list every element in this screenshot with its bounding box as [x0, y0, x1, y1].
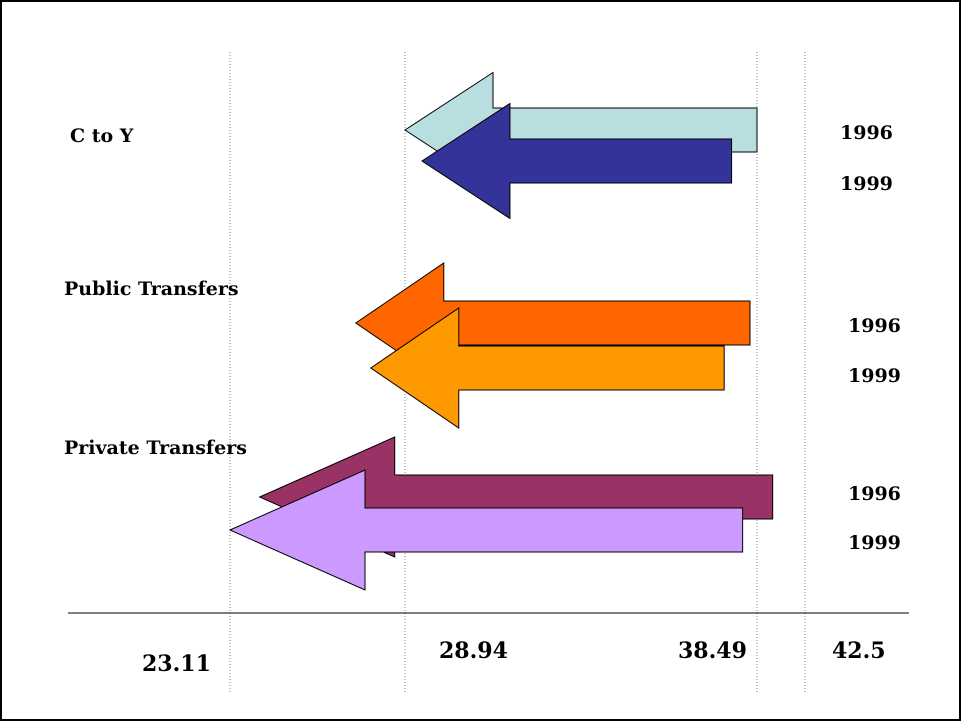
year-label-1996: 1996: [848, 315, 901, 337]
tick-labels: 23.11 28.94 38.49 42.5: [142, 638, 886, 677]
year-label-1996: 1996: [848, 483, 901, 505]
category-label-private-transfers: Private Transfers: [64, 437, 247, 459]
arrows: [228, 71, 774, 591]
tick-label-2: 28.94: [439, 638, 508, 664]
tick-label-3: 38.49: [678, 638, 747, 664]
category-label-public-transfers: Public Transfers: [64, 278, 239, 300]
labels: C to Y 1996 1999 Public Transfers 1996 1999 Pr…: [64, 122, 901, 554]
tick-label-4: 42.5: [832, 638, 886, 664]
arrow-public-transfers-1999: [369, 307, 725, 429]
category-label-c-to-y: C to Y: [70, 125, 134, 147]
year-label-1999: 1999: [848, 532, 901, 554]
tick-label-1: 23.11: [142, 651, 211, 677]
arrow-c-to-y-1999: [421, 102, 733, 220]
year-label-1999: 1999: [848, 365, 901, 387]
year-label-1996: 1996: [840, 122, 893, 144]
arrow-private-transfers-1999: [228, 469, 744, 591]
year-label-1999: 1999: [840, 173, 893, 195]
